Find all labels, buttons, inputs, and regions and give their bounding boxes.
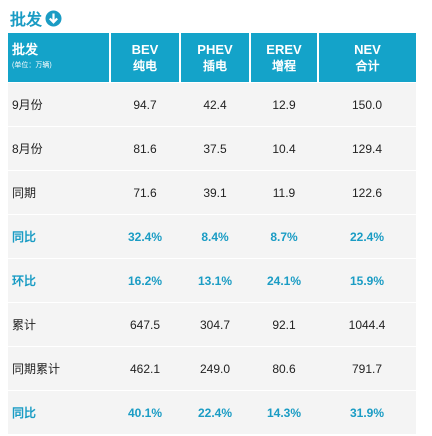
cell: 22.4% (180, 390, 250, 434)
header-sub: 插电 (202, 58, 227, 73)
cell: 1044.4 (318, 302, 416, 347)
data-table: 批发 (单位：万辆) BEV 纯电 PHEV 插电 EREV 增程 NEV 合计 9月份 94.7 4… (8, 33, 416, 434)
cell: 92.1 (250, 302, 318, 347)
header-main: EREV (266, 41, 302, 57)
row-label: 累计 (8, 302, 110, 347)
header-sub: 合计 (355, 58, 380, 73)
cell: 10.4 (250, 126, 318, 171)
header-sub: (单位：万辆) (12, 61, 52, 69)
cell: 14.3% (250, 390, 318, 434)
row-label: 同比 (8, 214, 110, 259)
row-label: 同期 (8, 170, 110, 215)
title: 批发 (10, 12, 43, 29)
header-cell: BEV 纯电 (109, 33, 180, 83)
table-row: 8月份 81.6 37.5 10.4 129.4 (8, 126, 416, 171)
header-main: NEV (354, 41, 381, 57)
table-row: 环比 16.2% 13.1% 24.1% 15.9% (8, 258, 416, 303)
cell: 37.5 (180, 126, 250, 171)
table-row: 同期 71.6 39.1 11.9 122.6 (8, 170, 416, 215)
table-row: 同比 32.4% 8.4% 8.7% 22.4% (8, 214, 416, 259)
header-main: BEV (131, 41, 159, 57)
header-cell: 批发 (单位：万辆) (8, 33, 110, 83)
row-label: 同比 (8, 390, 110, 434)
cell: 16.2% (110, 258, 180, 303)
cell: 80.6 (250, 346, 318, 391)
cell: 31.9% (318, 390, 416, 434)
cell: 13.1% (180, 258, 250, 303)
cell: 150.0 (318, 82, 416, 127)
row-label: 9月份 (8, 82, 110, 127)
cell: 12.9 (250, 82, 318, 127)
cell: 791.7 (318, 346, 416, 391)
header-cell: NEV 合计 (317, 33, 416, 83)
header-row: 批发 (单位：万辆) BEV 纯电 PHEV 插电 EREV 增程 NEV 合计 (8, 33, 416, 83)
cell: 304.7 (180, 302, 250, 347)
table-body: 9月份 94.7 42.4 12.9 150.0 8月份 81.6 37.5 10.4 129.4… (8, 82, 416, 434)
cell: 22.4% (318, 214, 416, 259)
cell: 462.1 (110, 346, 180, 391)
cell: 129.4 (318, 126, 416, 171)
cell: 94.7 (110, 82, 180, 127)
cell: 81.6 (110, 126, 180, 171)
title-bar: 批发 (10, 7, 62, 29)
cell: 11.9 (250, 170, 318, 215)
table-row: 累计 647.5 304.7 92.1 1044.4 (8, 302, 416, 347)
header-sub: 纯电 (132, 58, 157, 73)
cell: 42.4 (180, 82, 250, 127)
cell: 40.1% (110, 390, 180, 434)
table-row: 9月份 94.7 42.4 12.9 150.0 (8, 82, 416, 127)
header-cell: PHEV 插电 (179, 33, 250, 83)
cell: 249.0 (180, 346, 250, 391)
row-label: 环比 (8, 258, 110, 303)
header-sub: 增程 (271, 58, 296, 73)
cell: 8.4% (180, 214, 250, 259)
header-main: 批发 (12, 41, 39, 57)
header-cell: EREV 增程 (249, 33, 318, 83)
row-label: 8月份 (8, 126, 110, 171)
cell: 8.7% (250, 214, 318, 259)
cell: 71.6 (110, 170, 180, 215)
header-main: PHEV (197, 41, 233, 57)
cell: 647.5 (110, 302, 180, 347)
table-row: 同比 40.1% 22.4% 14.3% 31.9% (8, 390, 416, 434)
cell: 24.1% (250, 258, 318, 303)
cell: 32.4% (110, 214, 180, 259)
cell: 122.6 (318, 170, 416, 215)
cell: 39.1 (180, 170, 250, 215)
down-icon (45, 10, 62, 26)
row-label: 同期累计 (8, 346, 110, 391)
table-row: 同期累计 462.1 249.0 80.6 791.7 (8, 346, 416, 391)
cell: 15.9% (318, 258, 416, 303)
